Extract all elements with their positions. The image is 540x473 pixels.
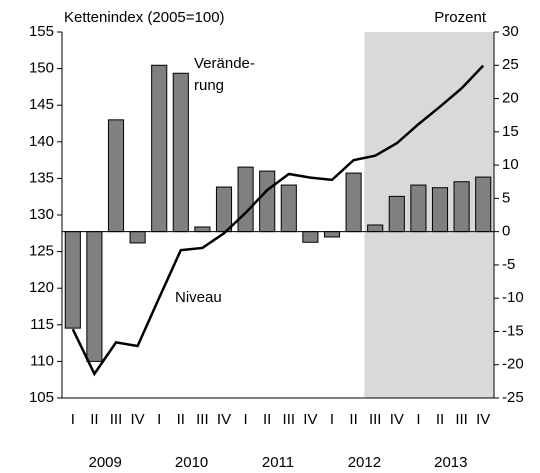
y2-tick-label: -25	[502, 389, 524, 406]
year-label: 2009	[89, 454, 122, 471]
x-tick-label: III	[369, 411, 382, 428]
bar	[431, 187, 449, 233]
bar	[410, 184, 427, 233]
x-tick-label: IV	[217, 411, 231, 428]
y-tick-label: 135	[29, 169, 54, 186]
x-tick-label: I	[157, 411, 161, 428]
x-tick-label: I	[71, 411, 75, 428]
y2-tick-label: 25	[502, 56, 519, 73]
bar	[129, 231, 146, 244]
y-tick-label: 110	[30, 352, 54, 369]
y-axis-label: Kettenindex (2005=100)	[64, 9, 225, 26]
bar	[453, 181, 470, 233]
y-tick-label: 130	[29, 206, 54, 223]
y-tick-label: 120	[29, 279, 54, 296]
annotation: rung	[194, 77, 224, 94]
y2-tick-label: -15	[502, 322, 524, 339]
bar	[475, 176, 492, 233]
y2-tick-label: 30	[502, 23, 519, 40]
x-tick-label: IV	[131, 411, 145, 428]
x-tick-label: III	[455, 411, 468, 428]
annotation: Verände-	[194, 55, 255, 72]
y-tick-label: 140	[29, 133, 54, 150]
bar	[194, 226, 211, 233]
forecast-shade	[364, 32, 494, 398]
y2-tick-label: 20	[502, 90, 519, 107]
bar	[280, 184, 297, 233]
y2-tick-label: 10	[502, 156, 519, 173]
x-tick-label: IV	[476, 411, 490, 428]
y2-tick-label: -20	[502, 356, 524, 373]
x-tick-label: I	[330, 411, 334, 428]
bar	[86, 231, 103, 362]
y2-tick-label: -10	[502, 289, 524, 306]
line	[71, 64, 485, 377]
bar	[367, 224, 384, 233]
y-tick-label: 105	[29, 389, 54, 406]
x-tick-label: II	[263, 411, 271, 428]
y2-tick-label: 0	[502, 223, 510, 240]
x-tick-label: III	[283, 411, 296, 428]
bar	[107, 119, 125, 233]
x-tick-label: I	[244, 411, 248, 428]
y2-tick-label: 5	[502, 189, 510, 206]
year-label: 2010	[175, 454, 208, 471]
x-tick-label: II	[177, 411, 185, 428]
bar	[151, 64, 168, 233]
x-tick-label: II	[349, 411, 357, 428]
y2-tick-label: -5	[502, 256, 515, 273]
y-tick-label: 115	[30, 316, 54, 333]
bar	[172, 72, 189, 233]
bar	[215, 186, 233, 233]
x-tick-label: II	[90, 411, 98, 428]
x-tick-label: III	[110, 411, 123, 428]
x-tick-label: I	[416, 411, 420, 428]
x-tick-label: IV	[303, 411, 317, 428]
y-tick-label: 155	[29, 23, 54, 40]
year-label: 2011	[262, 454, 294, 471]
bar	[64, 231, 81, 329]
bar	[388, 195, 405, 233]
bar	[302, 231, 319, 243]
annotation: Niveau	[175, 289, 222, 306]
y2-tick-label: 15	[502, 123, 519, 140]
bar	[237, 166, 254, 233]
year-label: 2013	[434, 454, 467, 471]
x-tick-label: IV	[390, 411, 404, 428]
year-label: 2012	[348, 454, 381, 471]
bar	[345, 172, 362, 233]
bar	[323, 231, 341, 238]
y-tick-label: 145	[29, 96, 54, 113]
y-tick-label: 125	[29, 243, 54, 260]
x-tick-label: II	[436, 411, 444, 428]
bar	[259, 170, 276, 233]
y2-axis-label: Prozent	[434, 9, 487, 26]
x-tick-label: III	[196, 411, 209, 428]
y-tick-label: 150	[29, 60, 54, 77]
